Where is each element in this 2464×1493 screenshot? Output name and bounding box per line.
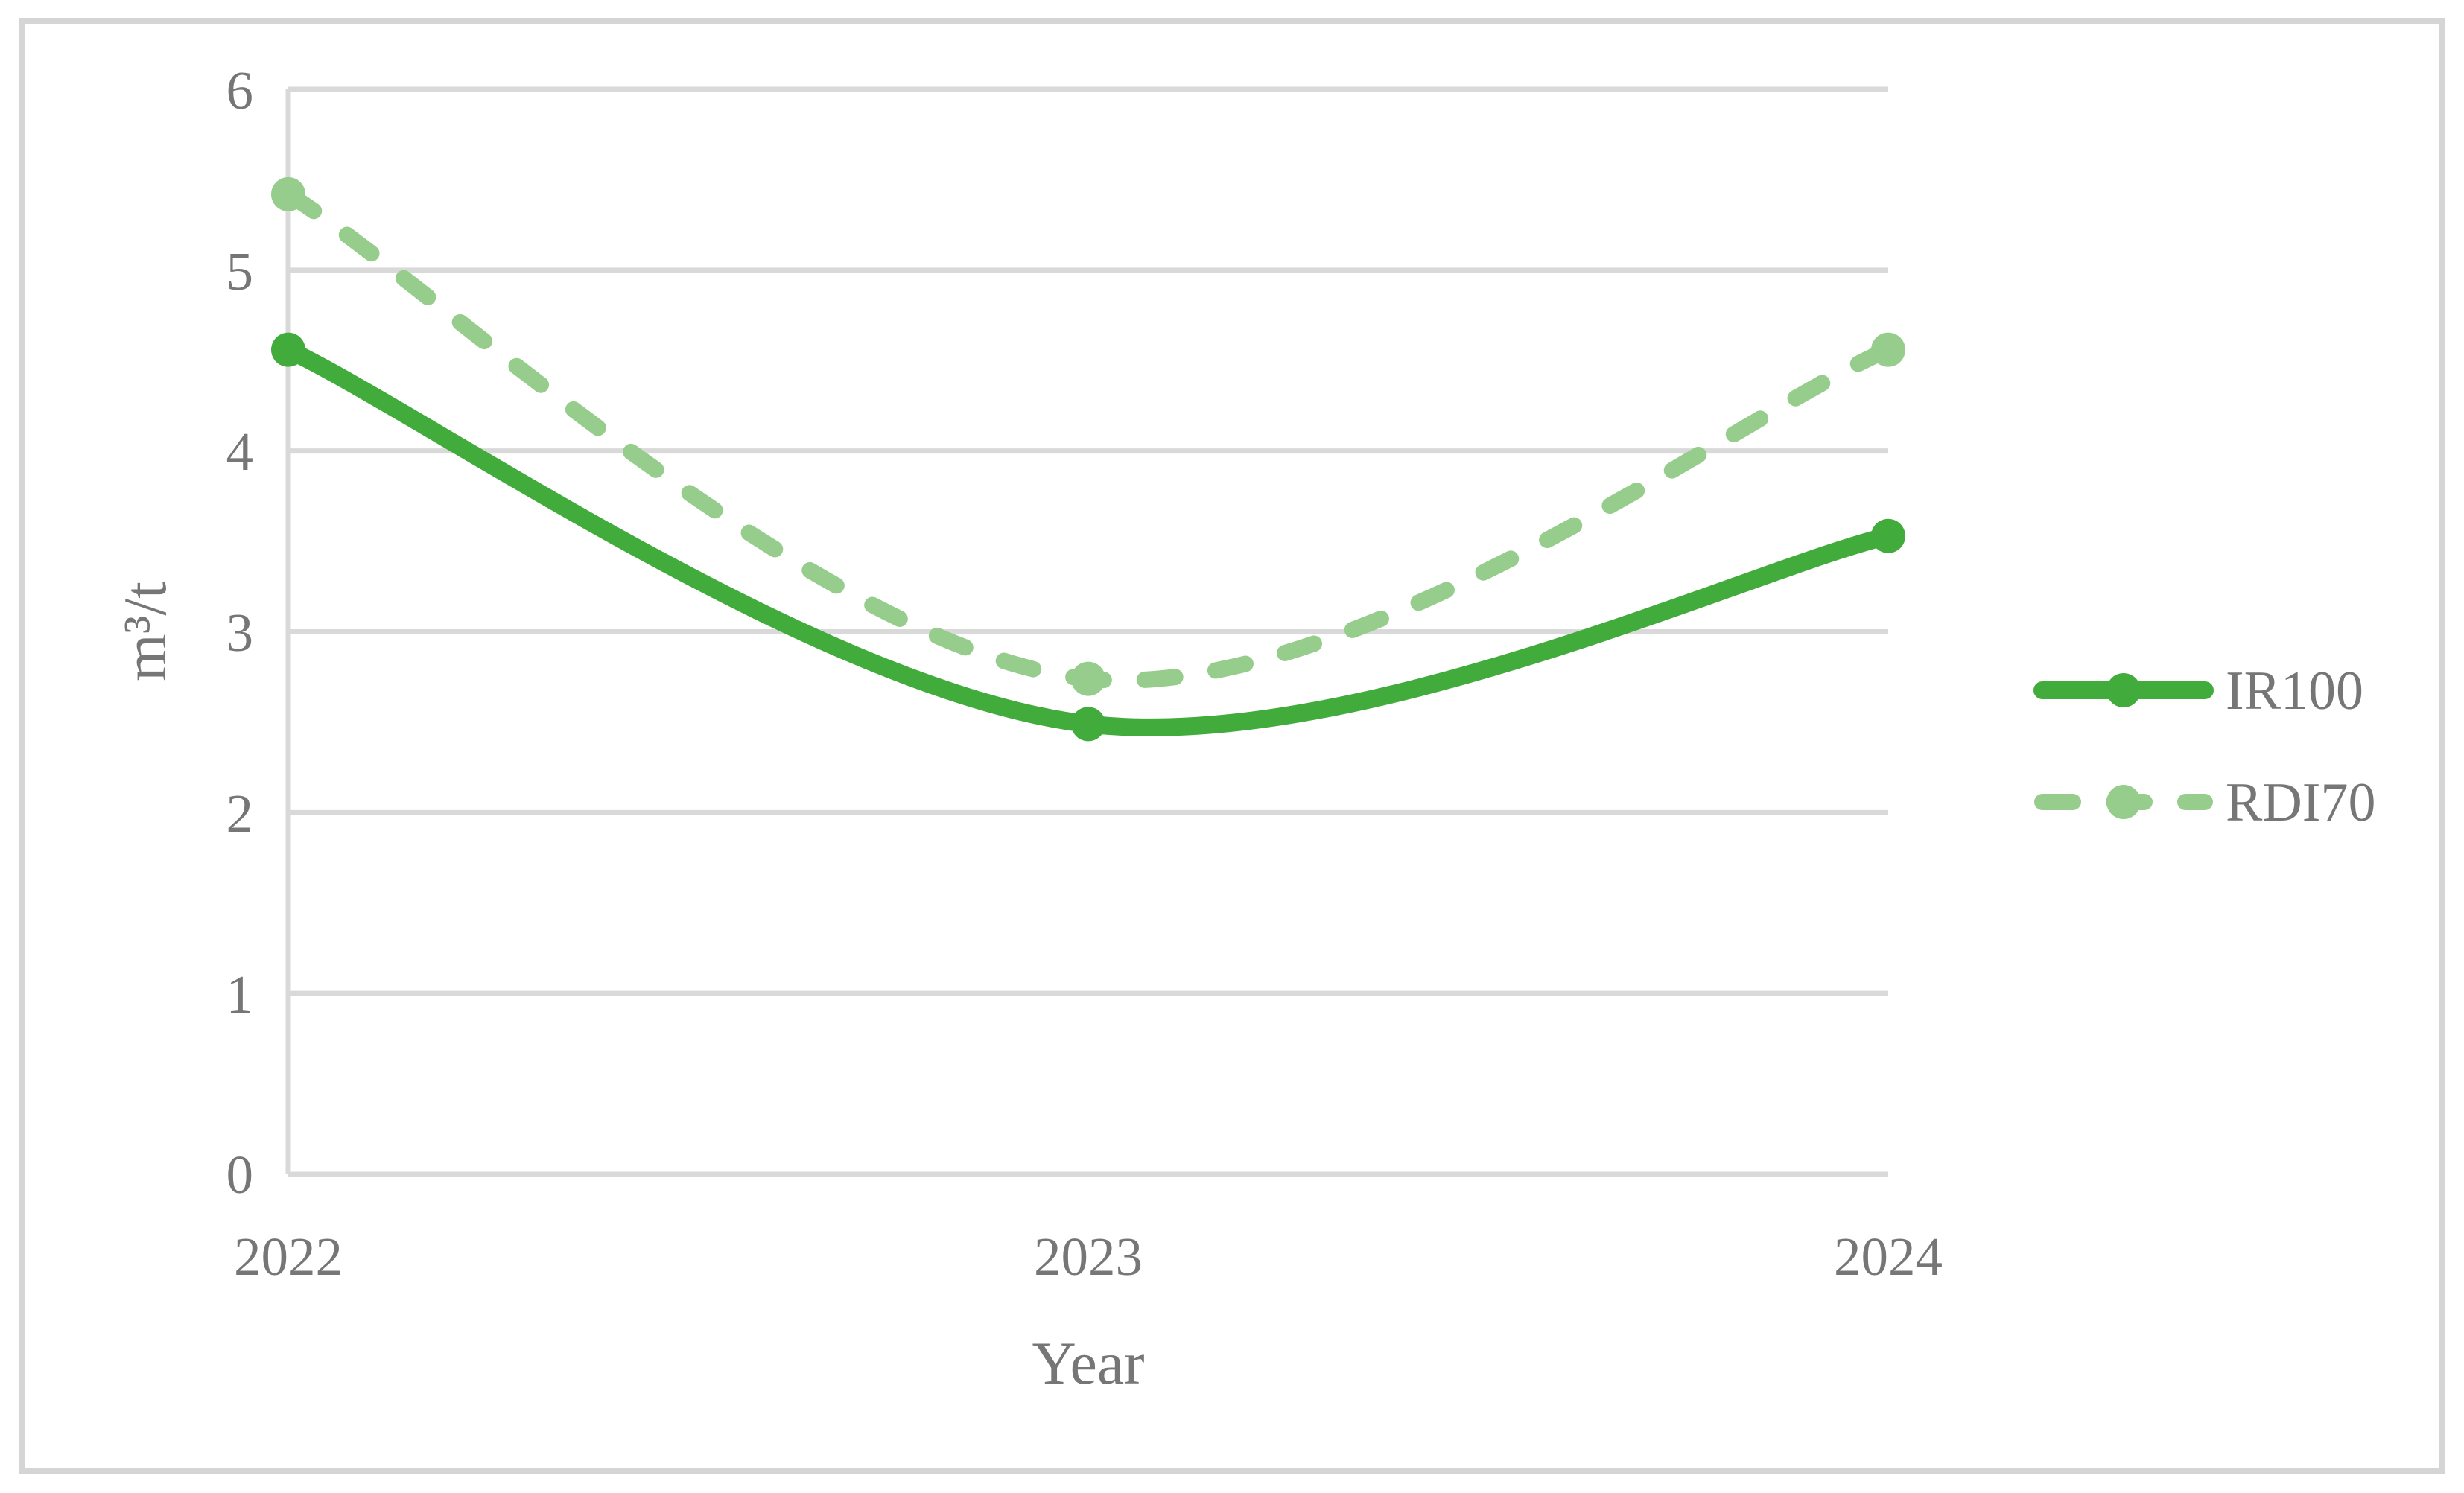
legend-label-ir100: IR100 [2226,660,2363,722]
x-tick-2023: 2023 [1034,1226,1143,1287]
figure-border [19,18,2445,1474]
data-point-rdi70-2022 [271,176,305,211]
legend-entry-ir100: IR100 [2033,660,2363,722]
series-layer [271,176,1905,742]
legend-label-rdi70: RDI70 [2226,772,2375,833]
data-point-ir100-2023 [1071,707,1105,742]
y-tick-5: 5 [226,241,254,302]
legend: IR100 RDI70 [2033,660,2375,833]
data-point-ir100-2022 [271,332,305,367]
legend-marker-rdi70 [2106,785,2141,819]
data-point-rdi70-2023 [1071,661,1105,696]
y-tick-4: 4 [226,421,254,482]
gridlines [288,86,1888,1177]
y-tick-1: 1 [226,964,254,1025]
y-axis-title: m³/t [111,582,179,681]
legend-marker-ir100 [2106,673,2141,707]
data-point-rdi70-2024 [1871,332,1905,367]
x-axis-title: Year [1032,1329,1144,1397]
y-axis-tick-labels: 6 5 4 3 2 1 0 [226,60,254,1205]
data-point-ir100-2024 [1871,518,1905,553]
y-tick-0: 0 [226,1145,254,1205]
x-tick-2024: 2024 [1834,1226,1943,1287]
x-tick-2022: 2022 [234,1226,343,1287]
y-tick-2: 2 [226,783,254,844]
x-axis-tick-labels: 2022 2023 2024 [234,1226,1943,1287]
legend-entry-rdi70: RDI70 [2034,772,2375,833]
y-tick-3: 3 [226,602,254,663]
y-tick-6: 6 [226,60,254,121]
